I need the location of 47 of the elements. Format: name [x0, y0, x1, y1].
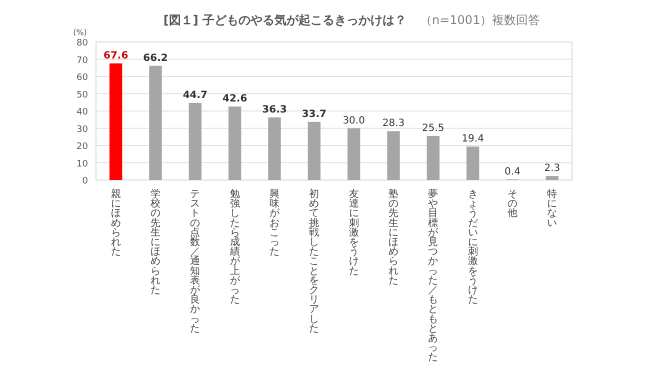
- data-label: 30.0: [342, 115, 365, 126]
- x-tick-label: その他: [508, 189, 518, 220]
- data-label: 66.2: [143, 52, 168, 64]
- data-label: 67.6: [103, 50, 128, 62]
- y-tick-label: 40: [76, 108, 88, 118]
- y-tick-label: 20: [76, 142, 88, 152]
- category-label: テストの点数／通知表が良かった: [190, 189, 200, 334]
- y-tick-label: 60: [76, 73, 88, 83]
- x-tick-label: 親にほめられた: [110, 188, 121, 258]
- bar: [387, 131, 400, 180]
- bar: [228, 106, 242, 180]
- bar: [426, 136, 440, 180]
- y-tick-label: 30: [76, 124, 88, 135]
- data-label: 44.7: [182, 90, 208, 101]
- category-label: 勉強したら成績が上がった: [230, 189, 240, 306]
- chart-subtitle: （n=1001）複数回答: [420, 13, 540, 27]
- bar: [308, 122, 321, 180]
- bar: [466, 146, 480, 180]
- data-label: 33.7: [302, 108, 327, 120]
- y-axis-title: (%): [73, 28, 87, 37]
- data-label: 19.4: [462, 134, 484, 145]
- data-label: 28.3: [382, 118, 405, 130]
- bar: [268, 117, 281, 180]
- data-label: 25.5: [422, 123, 444, 134]
- data-label: 42.6: [222, 94, 248, 105]
- category-label: 友達に刺激をうけた: [348, 189, 359, 277]
- y-tick-label: 70: [76, 56, 88, 66]
- x-tick-label: 特にない: [547, 188, 558, 229]
- y-tick-label: 0: [82, 176, 88, 186]
- y-tick-label: 10: [76, 159, 88, 170]
- bar: [149, 66, 162, 180]
- y-tick-label: 50: [76, 90, 88, 100]
- data-label: 0.4: [504, 166, 520, 178]
- category-label: 学校の先生にほめられた: [150, 189, 160, 296]
- bar: [188, 102, 202, 180]
- data-label: 2.3: [544, 163, 560, 174]
- category-label: 初めて挑戦したことをクリアした: [309, 189, 320, 334]
- bar: [109, 63, 122, 180]
- bar: [546, 176, 559, 180]
- category-label: 夢や目標が見つかった／もともとあった: [428, 189, 438, 364]
- category-label: きょうだいに刺激をうけた: [468, 189, 478, 306]
- data-label: 36.3: [262, 104, 287, 116]
- chart-title: [図１] 子どものやる気が起こるきっかけは？: [163, 13, 407, 27]
- bar: [347, 128, 360, 180]
- y-tick-label: 80: [76, 38, 88, 48]
- category-label: 塾の先生にほめられた: [388, 189, 398, 286]
- x-tick-label: 興味がおこった: [270, 188, 280, 258]
